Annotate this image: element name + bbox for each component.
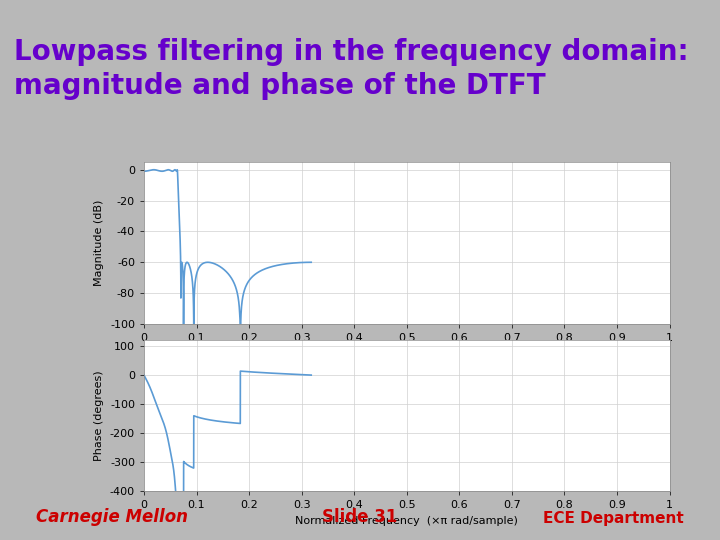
Text: Lowpass filtering in the frequency domain:
magnitude and phase of the DTFT: Lowpass filtering in the frequency domai… — [14, 38, 689, 100]
X-axis label: Normalized Frequency  (×π rad/sample): Normalized Frequency (×π rad/sample) — [295, 349, 518, 359]
X-axis label: Normalized Frequency  (×π rad/sample): Normalized Frequency (×π rad/sample) — [295, 516, 518, 526]
Text: ECE Department: ECE Department — [544, 511, 684, 526]
Text: Slide 31: Slide 31 — [323, 509, 397, 526]
Text: Carnegie Mellon: Carnegie Mellon — [36, 509, 188, 526]
Y-axis label: Phase (degrees): Phase (degrees) — [94, 370, 104, 461]
Y-axis label: Magnitude (dB): Magnitude (dB) — [94, 200, 104, 286]
